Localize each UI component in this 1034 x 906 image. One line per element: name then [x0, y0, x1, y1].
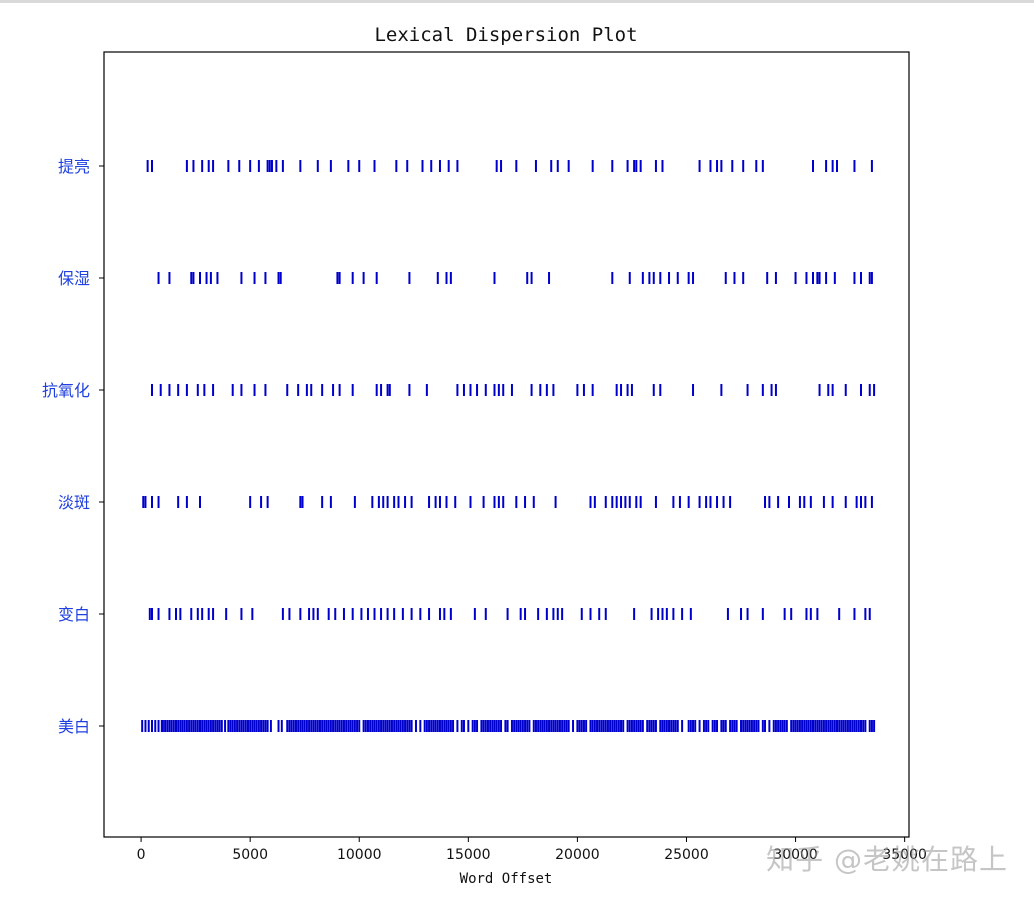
watermark-text: 知乎 @老姚在路上 — [766, 843, 1008, 876]
series-row — [142, 496, 873, 508]
x-tick-label: 0 — [137, 847, 146, 863]
series-row — [141, 720, 876, 732]
x-tick-label: 35000 — [882, 847, 927, 863]
plot-frame — [103, 51, 910, 838]
x-axis-label: Word Offset — [460, 871, 553, 887]
x-tick-label: 5000 — [232, 847, 268, 863]
top-border-line — [0, 0, 1034, 3]
y-tick-label: 提亮 — [58, 157, 90, 176]
x-tick-label: 30000 — [773, 847, 818, 863]
x-tick-label: 10000 — [337, 847, 382, 863]
x-axis-ticks: 0 5000 10000 15000 20000 25000 30000 35000 — [137, 837, 927, 863]
series-row — [150, 384, 876, 396]
series-row — [157, 272, 873, 284]
dispersion-markers — [141, 160, 876, 732]
series-row — [146, 160, 873, 172]
y-tick-label: 保湿 — [58, 269, 90, 288]
series-row — [148, 608, 871, 620]
y-tick-label: 美白 — [58, 717, 90, 736]
x-tick-label: 25000 — [664, 847, 709, 863]
x-tick-label: 20000 — [555, 847, 600, 863]
chart-title: Lexical Dispersion Plot — [374, 24, 637, 46]
y-tick-label: 变白 — [58, 605, 90, 624]
x-tick-label: 15000 — [446, 847, 491, 863]
y-tick-label: 淡斑 — [58, 493, 90, 512]
y-tick-label: 抗氧化 — [42, 381, 90, 400]
